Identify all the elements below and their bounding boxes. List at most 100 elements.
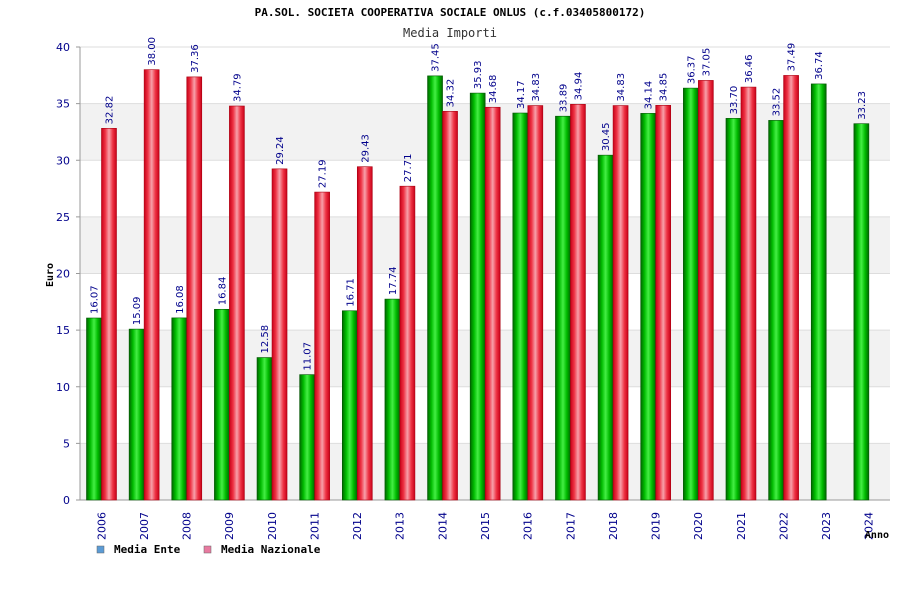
bar-media-ente-2009 bbox=[214, 308, 230, 501]
y-tick-label: 0 bbox=[63, 494, 70, 507]
y-tick-label: 15 bbox=[56, 324, 70, 337]
y-tick-label: 10 bbox=[56, 381, 70, 394]
x-tick-label-2010: 2010 bbox=[266, 512, 279, 540]
bar-media-ente-2023 bbox=[810, 83, 827, 501]
legend-swatch-media-ente bbox=[96, 545, 105, 554]
bar-media-nazionale-2008 bbox=[186, 76, 203, 501]
legend-label-media-nazionale: Media Nazionale bbox=[221, 543, 321, 556]
bar-media-nazionale-2020 bbox=[698, 80, 714, 501]
bar-media-ente-2018 bbox=[597, 154, 614, 501]
bar-media-ente-2020 bbox=[683, 87, 699, 501]
x-tick-label-2015: 2015 bbox=[479, 512, 492, 540]
x-tick-label-2008: 2008 bbox=[181, 512, 194, 540]
data-label-media-ente-2006: 16.07 bbox=[90, 285, 101, 314]
bar-media-ente-2010 bbox=[256, 357, 273, 501]
bar-media-ente-2022 bbox=[768, 120, 784, 501]
bar-media-nazionale-2013 bbox=[399, 185, 416, 501]
x-tick-label-2016: 2016 bbox=[522, 512, 535, 540]
data-label-media-ente-2017: 33.89 bbox=[558, 84, 569, 113]
bar-media-nazionale-2015 bbox=[484, 106, 501, 501]
bar-media-ente-2014 bbox=[427, 75, 443, 501]
bar-media-ente-2012 bbox=[341, 310, 358, 501]
bar-media-ente-2013 bbox=[384, 298, 401, 501]
legend-swatch-media-nazionale bbox=[203, 545, 212, 554]
bar-media-ente-2011 bbox=[299, 374, 315, 501]
data-label-media-ente-2010: 12.58 bbox=[260, 325, 271, 354]
bar-media-nazionale-2010 bbox=[271, 168, 288, 501]
x-tick-labels: 2006 2007 2008 2009 2010 2011 2012 2013 2014 2015… bbox=[95, 512, 875, 540]
x-tick-label-2019: 2019 bbox=[650, 512, 663, 540]
data-label-media-ente-2020: 36.37 bbox=[686, 55, 697, 84]
data-label-media-ente-2015: 35.93 bbox=[473, 60, 484, 89]
data-label-media-ente-2022: 33.52 bbox=[772, 88, 783, 117]
data-label-media-nazionale-2012: 29.43 bbox=[360, 134, 371, 163]
data-label-media-ente-2008: 16.08 bbox=[175, 285, 186, 314]
legend: Media Ente Media Nazionale bbox=[96, 543, 321, 556]
bar-media-ente-2008 bbox=[171, 317, 188, 501]
data-label-media-ente-2023: 36.74 bbox=[814, 51, 825, 80]
data-label-media-ente-2012: 16.71 bbox=[345, 278, 356, 307]
x-tick-label-2017: 2017 bbox=[564, 512, 577, 540]
data-label-media-nazionale-2010: 29.24 bbox=[275, 136, 286, 165]
chart-subtitle: Media Importi bbox=[403, 26, 497, 40]
bar-media-ente-2024 bbox=[853, 123, 870, 501]
data-label-media-ente-2013: 17.74 bbox=[388, 266, 399, 295]
x-tick-label-2018: 2018 bbox=[607, 512, 620, 540]
x-tick-label-2024: 2024 bbox=[863, 512, 876, 540]
data-label-media-ente-2014: 37.45 bbox=[431, 43, 442, 72]
data-label-media-nazionale-2008: 37.36 bbox=[190, 44, 201, 73]
data-label-media-nazionale-2021: 36.46 bbox=[744, 54, 755, 83]
data-label-media-nazionale-2014: 34.32 bbox=[446, 79, 457, 108]
data-label-media-nazionale-2009: 34.79 bbox=[232, 73, 243, 102]
bar-media-nazionale-2017 bbox=[570, 104, 586, 501]
x-tick-label-2022: 2022 bbox=[777, 512, 790, 540]
data-label-media-ente-2016: 34.17 bbox=[516, 80, 527, 109]
data-label-media-ente-2007: 15.09 bbox=[132, 296, 143, 325]
data-label-media-nazionale-2019: 34.85 bbox=[659, 73, 670, 102]
data-label-media-nazionale-2015: 34.68 bbox=[488, 75, 499, 104]
bar-media-nazionale-2018 bbox=[612, 105, 629, 501]
bar-media-nazionale-2019 bbox=[655, 105, 672, 501]
y-tick-label: 5 bbox=[63, 437, 70, 450]
bar-media-nazionale-2007 bbox=[143, 69, 160, 501]
bars bbox=[86, 69, 870, 501]
data-labels: 16.07 32.82 15.09 38.00 16.08 37.36 16.84 34.79… bbox=[90, 37, 868, 371]
bar-media-ente-2017 bbox=[555, 115, 571, 501]
y-tick-label: 30 bbox=[56, 154, 70, 167]
bar-media-nazionale-2022 bbox=[783, 75, 799, 501]
data-label-media-nazionale-2018: 34.83 bbox=[616, 73, 627, 102]
data-label-media-ente-2024: 33.23 bbox=[857, 91, 868, 120]
bar-media-ente-2021 bbox=[725, 118, 742, 501]
x-tick-label-2014: 2014 bbox=[436, 512, 449, 540]
bar-media-ente-2007 bbox=[128, 328, 145, 501]
bar-media-ente-2019 bbox=[640, 113, 657, 501]
x-tick-label-2021: 2021 bbox=[735, 512, 748, 540]
data-label-media-ente-2011: 11.07 bbox=[303, 342, 314, 371]
bar-media-ente-2016 bbox=[512, 112, 529, 501]
bar-media-ente-2015 bbox=[469, 92, 486, 501]
x-tick-label-2020: 2020 bbox=[692, 512, 705, 540]
y-tick-labels: 0 5 10 15 20 25 30 35 40 bbox=[56, 41, 70, 507]
x-tick-label-2013: 2013 bbox=[394, 512, 407, 540]
data-label-media-nazionale-2011: 27.19 bbox=[318, 159, 329, 188]
legend-label-media-ente: Media Ente bbox=[114, 543, 181, 556]
chart-title: PA.SOL. SOCIETA COOPERATIVA SOCIALE ONLU… bbox=[255, 6, 646, 19]
bar-media-nazionale-2009 bbox=[229, 105, 245, 501]
y-tick-label: 25 bbox=[56, 211, 70, 224]
data-label-media-nazionale-2006: 32.82 bbox=[105, 96, 116, 125]
y-axis-label: Euro bbox=[45, 263, 56, 287]
data-label-media-ente-2021: 33.70 bbox=[729, 86, 740, 115]
bar-media-nazionale-2014 bbox=[442, 111, 458, 501]
data-label-media-ente-2018: 30.45 bbox=[601, 123, 612, 152]
bar-media-nazionale-2012 bbox=[356, 166, 373, 501]
data-label-media-nazionale-2013: 27.71 bbox=[403, 154, 414, 183]
data-label-media-nazionale-2016: 34.83 bbox=[531, 73, 542, 102]
bar-media-ente-2006 bbox=[86, 317, 102, 501]
bar-media-nazionale-2021 bbox=[740, 86, 757, 501]
bar-media-nazionale-2011 bbox=[314, 191, 330, 501]
data-label-media-ente-2009: 16.84 bbox=[217, 277, 228, 306]
data-label-media-nazionale-2022: 37.49 bbox=[787, 43, 798, 72]
x-tick-label-2009: 2009 bbox=[223, 512, 236, 540]
bar-media-nazionale-2016 bbox=[527, 105, 544, 501]
